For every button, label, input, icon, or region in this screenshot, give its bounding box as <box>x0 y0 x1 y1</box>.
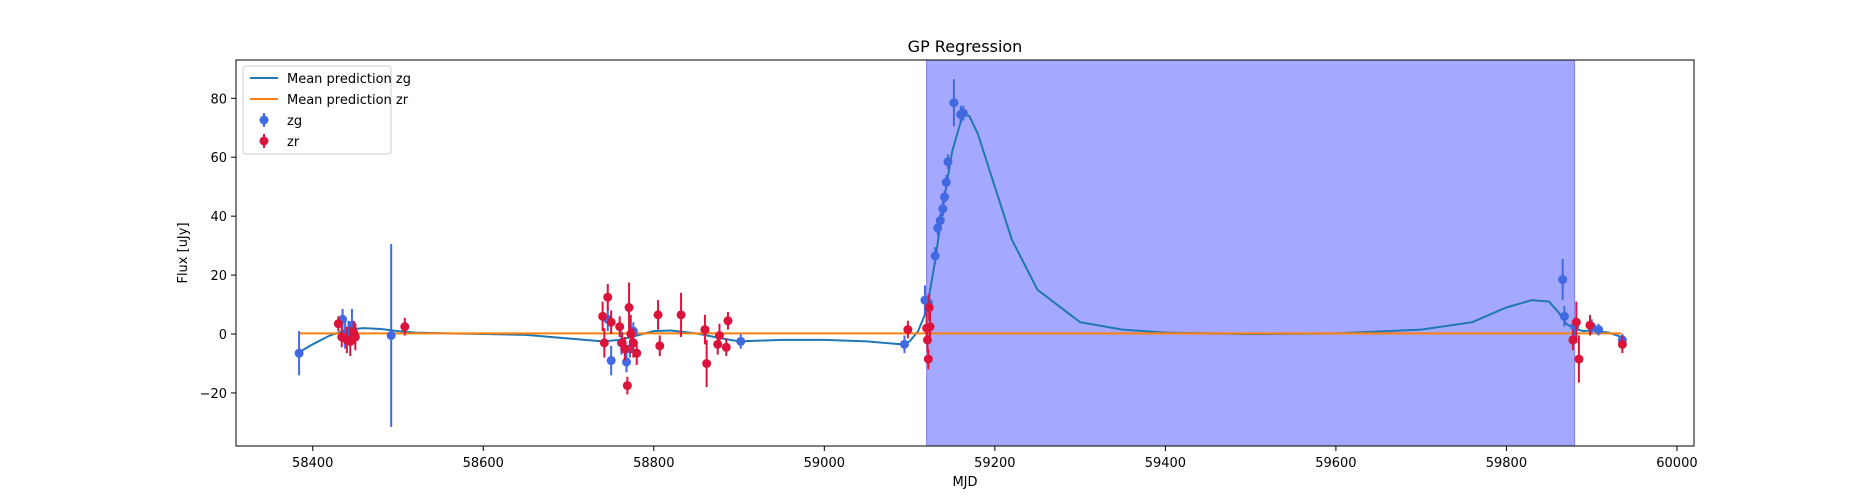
legend-label: zg <box>287 114 302 129</box>
y-tick-label: 0 <box>219 328 227 343</box>
data-point <box>723 316 733 326</box>
x-tick-label: 58600 <box>463 456 504 471</box>
data-point <box>702 358 712 368</box>
data-point <box>599 338 609 348</box>
data-point <box>606 317 616 327</box>
data-point <box>700 325 710 335</box>
data-point <box>350 332 360 342</box>
data-point <box>598 311 608 321</box>
data-point <box>653 310 663 320</box>
plot-area <box>294 60 1627 446</box>
x-axis-label: MJD <box>952 475 977 490</box>
data-point <box>628 338 638 348</box>
legend-label: Mean prediction zg <box>287 72 411 87</box>
legend-label: Mean prediction zr <box>287 93 409 108</box>
data-point <box>1559 311 1569 321</box>
y-axis: −20 0 20 40 60 80 <box>200 92 236 402</box>
data-point <box>935 216 945 226</box>
data-point <box>1594 325 1604 335</box>
x-tick-label: 60000 <box>1656 456 1697 471</box>
data-point <box>949 98 959 108</box>
errorbar-series-1 <box>294 79 1627 427</box>
data-point <box>713 339 723 349</box>
data-point <box>940 192 950 202</box>
data-point <box>632 348 642 358</box>
chart-title: GP Regression <box>908 37 1023 56</box>
data-point <box>1571 317 1581 327</box>
shaded-region <box>926 60 1576 446</box>
data-point <box>923 354 933 364</box>
x-tick-label: 59800 <box>1486 456 1527 471</box>
data-point <box>1558 275 1568 285</box>
data-point <box>736 336 746 346</box>
legend-item: zg <box>259 113 302 129</box>
legend-marker-swatch <box>259 136 269 146</box>
data-point <box>1568 335 1578 345</box>
data-point <box>622 357 632 367</box>
data-point <box>721 342 731 352</box>
data-point <box>930 251 940 261</box>
data-point <box>294 348 304 358</box>
x-axis: 58400 58600 58800 59000 59200 59400 59600 59800… <box>292 446 1698 471</box>
x-tick-label: 58400 <box>292 456 333 471</box>
data-point <box>903 325 913 335</box>
data-point <box>924 303 934 313</box>
data-point <box>333 319 343 329</box>
data-point <box>1617 339 1627 349</box>
data-point <box>615 322 625 332</box>
data-point <box>620 344 630 354</box>
data-point <box>676 310 686 320</box>
data-point <box>714 331 724 341</box>
data-point <box>386 331 396 341</box>
data-point <box>400 322 410 332</box>
legend: Mean prediction zg Mean prediction zr zg zr <box>242 65 411 155</box>
x-tick-label: 59200 <box>974 456 1015 471</box>
x-tick-label: 59000 <box>804 456 845 471</box>
legend-label: zr <box>287 135 300 150</box>
x-tick-label: 58800 <box>633 456 674 471</box>
y-axis-label: Flux [uJy] <box>176 222 191 283</box>
data-point <box>624 303 634 313</box>
x-tick-label: 59400 <box>1145 456 1186 471</box>
data-point <box>925 322 935 332</box>
data-point <box>941 177 951 187</box>
legend-item: zr <box>259 134 300 150</box>
y-tick-label: 60 <box>210 151 227 166</box>
data-point <box>622 381 632 391</box>
data-point <box>938 204 948 214</box>
errorbar-series-2 <box>333 282 1627 395</box>
plot-content <box>294 60 1627 446</box>
axes-frame <box>235 59 1695 447</box>
y-tick-label: −20 <box>200 387 227 402</box>
data-point <box>1585 320 1595 330</box>
data-point <box>606 356 616 366</box>
legend-item: Mean prediction zg <box>250 72 411 87</box>
y-tick-label: 80 <box>210 92 227 107</box>
data-point <box>1574 354 1584 364</box>
y-tick-label: 40 <box>210 210 227 225</box>
x-tick-label: 59600 <box>1315 456 1356 471</box>
data-point <box>958 108 968 118</box>
data-point <box>603 292 613 302</box>
legend-marker-swatch <box>259 115 269 125</box>
data-point <box>655 341 665 351</box>
data-point <box>943 157 953 167</box>
data-point <box>899 339 909 349</box>
legend-item: Mean prediction zr <box>250 93 409 108</box>
legend-box <box>242 65 392 155</box>
y-tick-label: 20 <box>210 269 227 284</box>
